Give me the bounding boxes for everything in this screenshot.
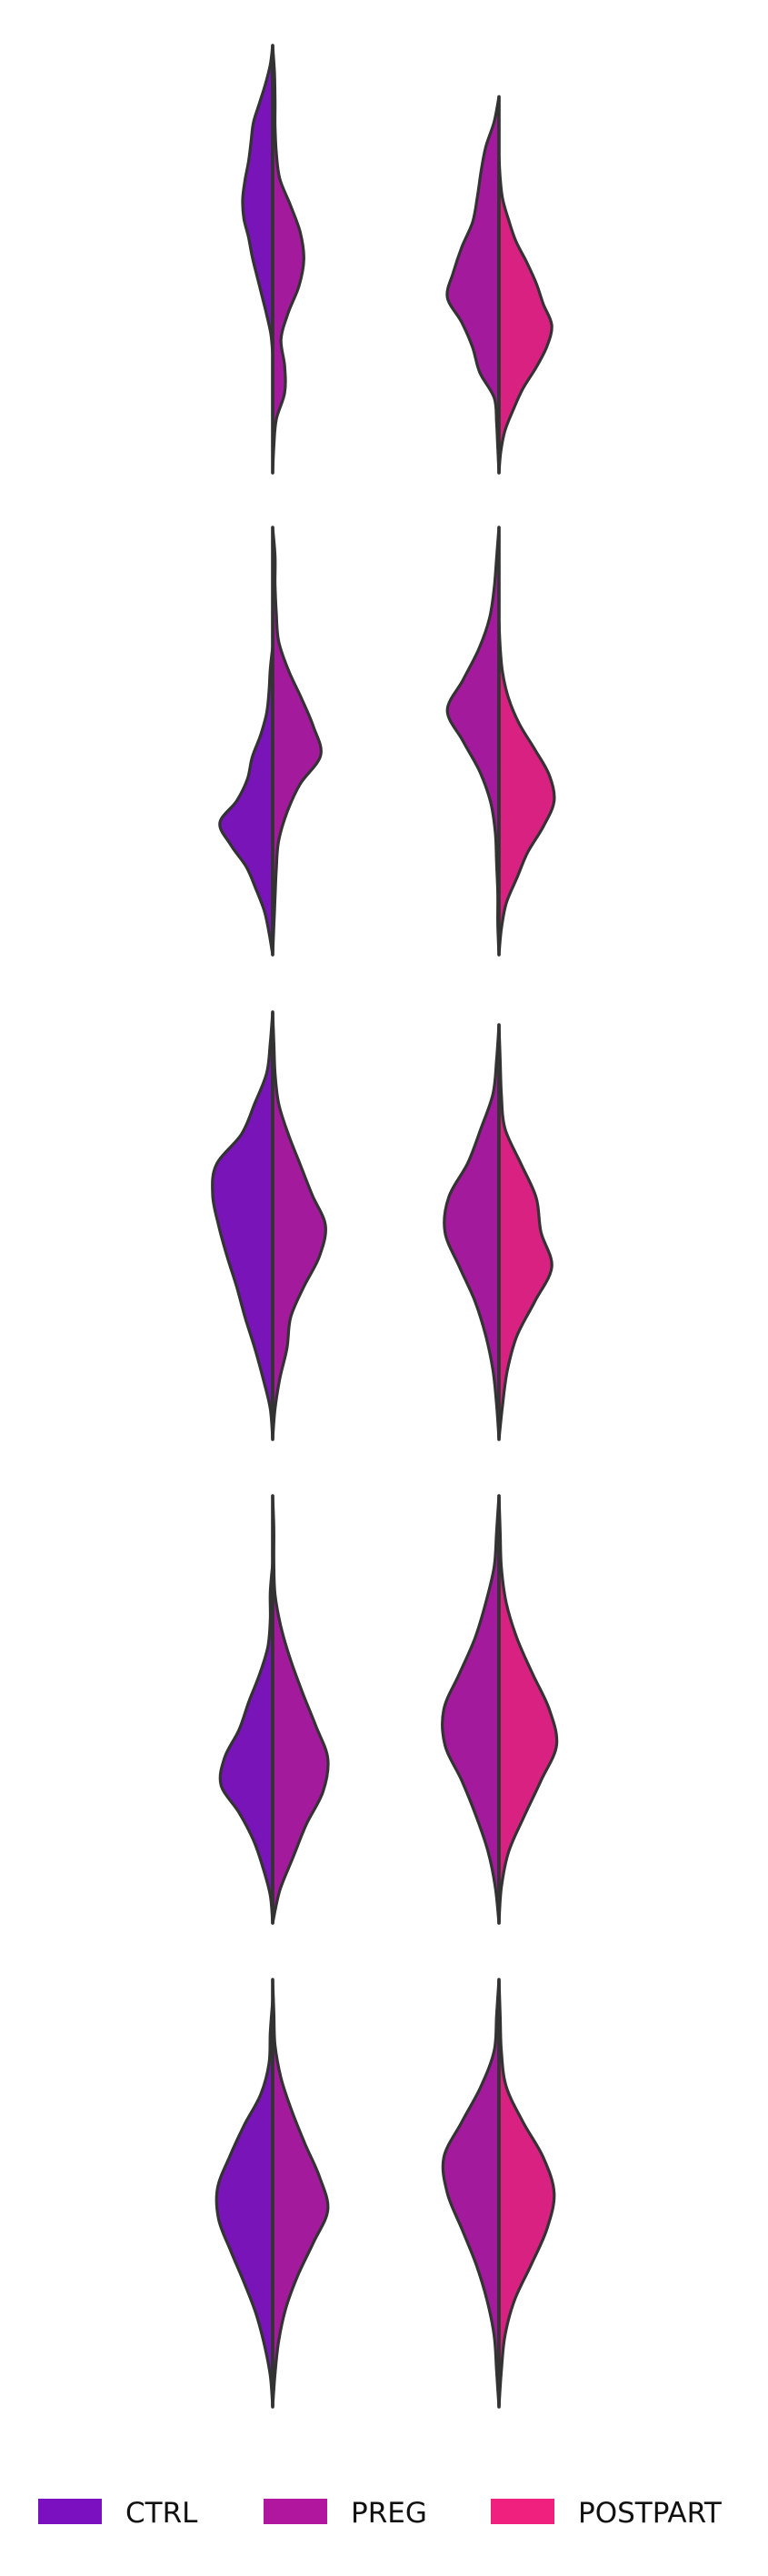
violin-half-left-preg	[441, 1978, 501, 2409]
violin-half-right-postpart	[497, 1978, 556, 2409]
violin-1-2	[445, 95, 554, 475]
violin-half-left-ctrl	[211, 1010, 274, 1441]
legend-entry-ctrl: CTRL	[38, 2497, 198, 2530]
legend: CTRL PREG POSTPART	[38, 2497, 723, 2530]
violin-3-2	[443, 1023, 554, 1441]
violin-half-left-ctrl	[218, 1562, 274, 1925]
violin-half-right-postpart	[497, 155, 554, 475]
violin-half-left-preg	[445, 526, 501, 957]
violin-panels	[211, 44, 559, 2409]
legend-label: POSTPART	[578, 2497, 723, 2530]
legend-entry-preg: PREG	[264, 2497, 427, 2530]
violin-panel-2	[218, 526, 556, 957]
violin-panel-4	[218, 1494, 559, 1925]
violin-5-2	[441, 1978, 556, 2409]
violin-panel-5	[214, 1978, 556, 2409]
violin-4-1	[218, 1494, 330, 1925]
violin-half-left-preg	[441, 1494, 501, 1925]
violin-half-right-preg	[271, 44, 305, 475]
legend-swatch	[491, 2499, 554, 2524]
violin-half-left-ctrl	[218, 646, 274, 957]
legend-entry-postpart: POSTPART	[491, 2497, 723, 2530]
violin-half-left-preg	[445, 95, 501, 475]
violin-half-right-postpart	[497, 1494, 559, 1925]
violin-half-right-preg	[271, 1494, 330, 1925]
violin-3-1	[211, 1010, 327, 1441]
violin-half-left-preg	[443, 1023, 501, 1441]
violin-half-right-preg	[271, 526, 323, 957]
violin-half-left-ctrl	[214, 1999, 274, 2409]
violin-half-right-postpart	[497, 1023, 554, 1441]
violin-half-right-postpart	[497, 619, 556, 957]
violin-half-right-preg	[271, 1978, 330, 2409]
legend-swatch	[38, 2499, 102, 2524]
violin-2-1	[218, 526, 323, 957]
violin-panel-3	[211, 1010, 554, 1441]
violin-5-1	[214, 1978, 330, 2409]
legend-swatch	[264, 2499, 327, 2524]
violin-2-2	[445, 526, 556, 957]
violin-4-2	[441, 1494, 559, 1925]
violin-1-1	[241, 44, 305, 475]
legend-label: CTRL	[125, 2497, 198, 2530]
legend-label: PREG	[351, 2497, 427, 2530]
violin-half-right-preg	[271, 1010, 327, 1441]
violin-panel-1	[241, 44, 554, 475]
violin-half-left-ctrl	[241, 44, 274, 355]
